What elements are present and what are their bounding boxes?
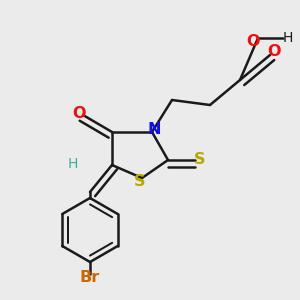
Text: N: N [147, 122, 161, 136]
Text: H: H [68, 157, 78, 171]
Text: S: S [134, 173, 146, 188]
Text: Br: Br [80, 271, 100, 286]
Text: S: S [194, 152, 206, 166]
Text: O: O [267, 44, 281, 59]
Text: O: O [246, 34, 260, 49]
Text: H: H [283, 31, 293, 45]
Text: O: O [72, 106, 86, 121]
